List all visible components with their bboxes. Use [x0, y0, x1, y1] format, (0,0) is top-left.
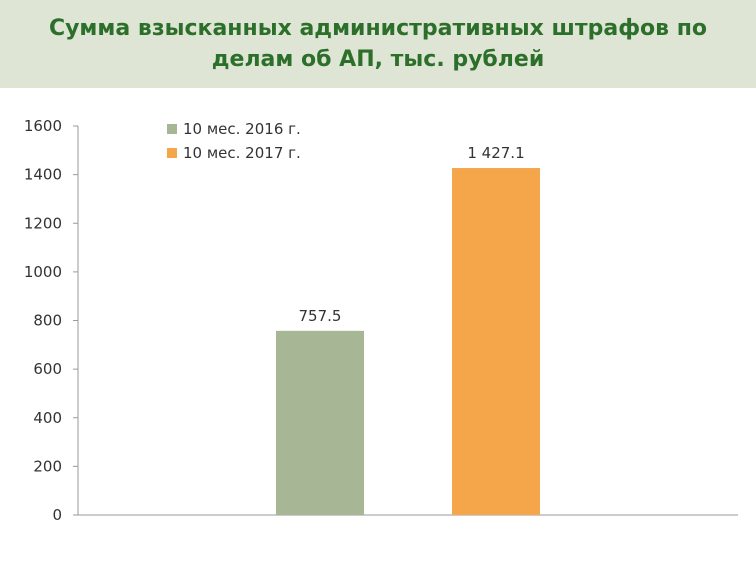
y-tick-label: 400	[33, 409, 62, 427]
chart-title-line-2: делам об АП, тыс. рублей	[211, 47, 545, 72]
bar-series-2	[452, 168, 540, 515]
y-tick-label: 200	[33, 457, 62, 475]
chart-title: Сумма взысканных административных штрафо…	[49, 13, 707, 75]
y-tick-label: 1200	[24, 214, 62, 232]
data-labels: 757.5 1 427.1	[299, 144, 525, 325]
data-label-series-1: 757.5	[299, 307, 342, 325]
chart-title-line-1: Сумма взысканных административных штрафо…	[48, 16, 708, 41]
y-tick-label: 1000	[24, 263, 62, 281]
data-label-series-2: 1 427.1	[467, 144, 524, 162]
y-tick-label: 0	[52, 506, 62, 524]
legend-label-series-2: 10 мес. 2017 г.	[183, 144, 301, 162]
legend: 10 мес. 2016 г. 10 мес. 2017 г.	[167, 120, 301, 162]
y-axis-ticks: 0 200 400 600 800 1000 1200 1400 1600	[24, 117, 78, 524]
title-band: Сумма взысканных административных штрафо…	[0, 0, 756, 88]
y-tick-label: 600	[33, 360, 62, 378]
bar-series-1	[276, 330, 364, 515]
y-tick-label: 800	[33, 312, 62, 330]
y-tick-label: 1400	[24, 166, 62, 184]
bars	[276, 168, 540, 515]
legend-swatch-series-2	[167, 148, 177, 158]
legend-swatch-series-1	[167, 124, 177, 134]
legend-label-series-1: 10 мес. 2016 г.	[183, 120, 301, 138]
y-tick-label: 1600	[24, 117, 62, 135]
